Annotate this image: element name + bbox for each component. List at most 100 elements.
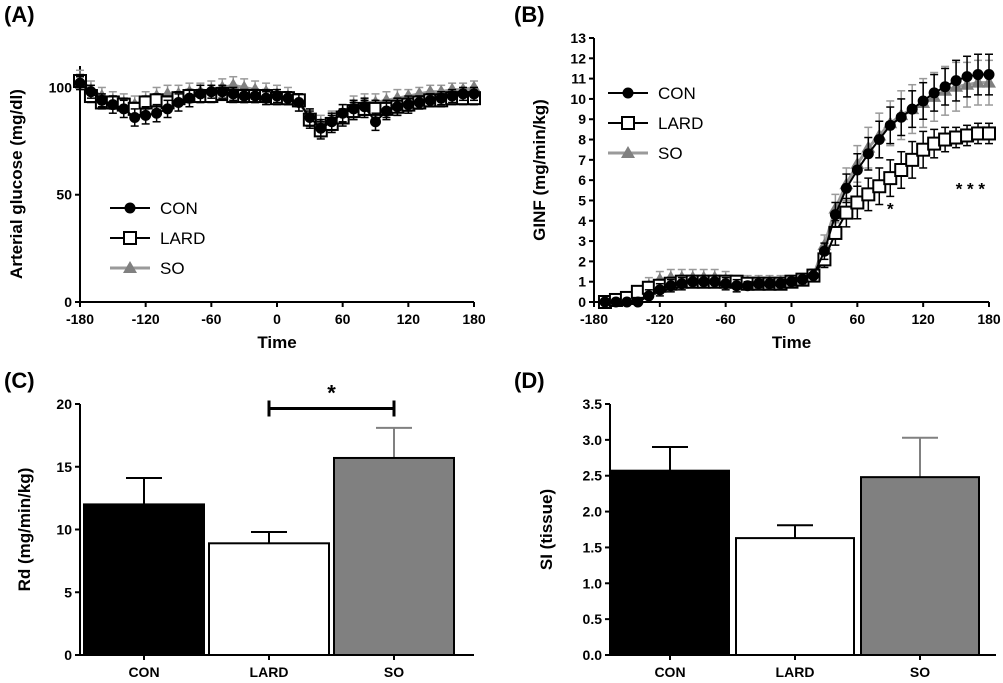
data-point [895,111,907,123]
y-tick-label: 2 [578,253,586,269]
legend-marker [621,116,635,130]
y-tick-label: 0.5 [583,611,603,627]
data-point [939,81,951,93]
data-point [107,99,119,111]
x-tick-label: -60 [201,311,221,327]
data-point [796,274,808,286]
data-point [183,92,195,104]
significance-marker: * [887,200,894,219]
data-point [293,96,305,108]
y-tick-label: 5 [578,192,586,208]
data-point [643,290,655,302]
series-line [604,73,989,303]
x-tick-label: 180 [462,311,486,327]
data-point [983,69,995,81]
y-tick-label: 6 [578,172,586,188]
data-point [687,276,699,288]
y-tick-label: 4 [578,213,586,229]
panel-label: (B) [514,2,545,27]
data-point [74,77,86,89]
data-point [786,276,797,288]
y-tick-label: 8 [578,132,586,148]
data-point [391,101,403,113]
data-point [326,116,338,128]
x-tick-label: 120 [911,311,935,327]
data-point [632,296,644,308]
data-point [304,111,316,123]
y-axis-title: GINF (mg/min/kg) [530,99,549,241]
data-point [402,99,414,111]
data-point [467,80,481,93]
series-con [599,53,995,308]
x-tick-label: SO [910,664,930,680]
y-tick-label: 100 [49,79,73,95]
y-tick-label: 20 [56,396,72,412]
y-axis-title: Rd (mg/min/kg) [15,468,34,592]
x-tick-label: 120 [397,311,421,327]
data-point [829,209,841,221]
data-point [873,134,885,146]
y-tick-label: 3.0 [583,432,603,448]
x-tick-label: -60 [716,311,736,327]
y-tick-label: 50 [56,187,72,203]
significance-bracket: * [267,381,396,417]
data-point [905,152,920,167]
data-point [851,164,863,176]
data-point [238,90,250,102]
data-point [162,103,174,115]
panel-label: (A) [4,2,35,27]
data-point [654,284,666,296]
data-point [216,86,228,98]
series-con [74,75,480,138]
legend-label: LARD [658,114,703,133]
x-tick-label: SO [384,664,404,680]
y-tick-label: 3.5 [583,396,603,412]
y-tick-label: 1.0 [583,575,603,591]
y-tick-label: 1.5 [583,539,603,555]
legend-label: CON [160,199,198,218]
legend-marker [621,146,635,158]
data-point [917,95,929,107]
data-point [850,195,865,210]
y-tick-label: 0 [578,294,586,310]
y-tick-label: 10 [56,522,72,538]
data-point [380,105,392,117]
x-tick-label: 0 [788,311,796,327]
panel-label: (D) [514,368,545,393]
data-point [424,94,436,106]
y-tick-label: 2.5 [583,468,603,484]
data-point [884,119,896,131]
data-point [807,270,819,282]
data-point [227,88,239,100]
y-tick-label: 2.0 [583,504,603,520]
y-axis-title: SI (tissue) [537,489,556,570]
data-point [982,126,996,141]
x-tick-label: LARD [776,664,815,680]
data-point [468,88,480,100]
x-tick-label: -180 [66,311,94,327]
data-point [665,280,677,292]
x-tick-label: CON [654,664,685,680]
data-point [610,296,622,308]
y-tick-label: 0 [64,647,72,663]
x-tick-label: -120 [646,311,674,327]
data-point [872,179,887,194]
x-tick-label: -120 [132,311,160,327]
panel-c-bar-chart: (C) 0 5 10 15 20 Rd (mg/min/kg) CON LARD SO * [4,368,474,680]
data-point [731,280,743,292]
data-point [205,86,217,98]
data-point [950,75,962,87]
data-point [129,111,141,123]
legend-marker [622,87,634,99]
y-tick-label: 9 [578,111,586,127]
data-point [709,276,721,288]
data-point [818,245,830,257]
y-tick-label: 12 [570,50,586,66]
data-point [928,87,940,99]
data-point [961,71,973,83]
y-tick-label: 13 [570,30,586,46]
data-point [151,107,163,119]
data-point [720,278,732,290]
data-point [862,148,874,160]
